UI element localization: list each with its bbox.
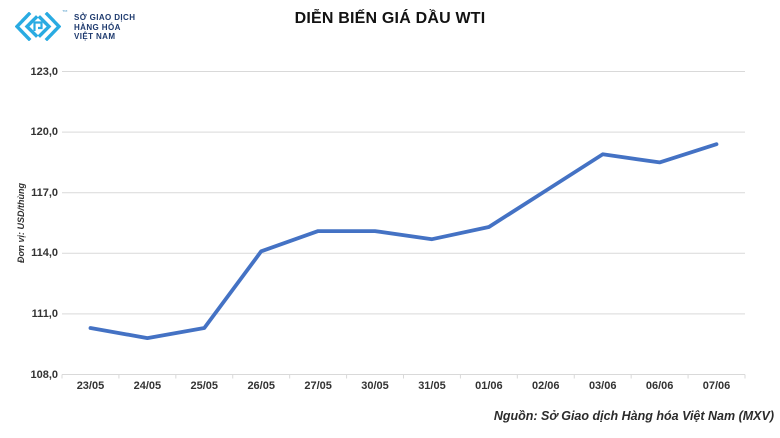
x-tick-label: 25/05	[190, 380, 219, 392]
x-tick-label: 01/06	[475, 380, 503, 392]
x-tick-label: 30/05	[361, 380, 389, 392]
y-tick-label: 117,0	[31, 186, 58, 199]
mxv-logo: ™ SỞ GIAO DỊCH HÀNG HÓA VIỆT NAM	[15, 10, 135, 42]
y-tick-label: 111,0	[31, 307, 58, 320]
x-tick-label: 24/05	[133, 380, 162, 392]
line-chart: Đơn vị: USD/thùng 108,0 111,0 114,0 117,0 12…	[0, 55, 780, 405]
source-note: Nguồn: Sở Giao dịch Hàng hóa Việt Nam (M…	[493, 409, 774, 423]
y-tick-label: 120,0	[30, 126, 58, 139]
trademark-symbol: ™	[62, 10, 68, 16]
logo-line-2: HÀNG HÓA	[74, 22, 121, 32]
logo-line-3: VIỆT NAM	[74, 32, 116, 41]
x-tick-label: 02/06	[532, 380, 560, 392]
x-tick-label: 26/05	[247, 380, 275, 392]
x-tick-label: 03/06	[588, 380, 617, 392]
mxv-chevron-logo-icon	[15, 12, 61, 41]
line-chart-svg	[61, 71, 746, 379]
x-tick-label: 07/06	[702, 380, 731, 392]
y-tick-label: 123,0	[30, 65, 58, 78]
logo-text: SỞ GIAO DỊCH HÀNG HÓA VIỆT NAM	[74, 13, 135, 42]
x-tick-label: 31/05	[418, 380, 446, 392]
y-tick-label: 108,0	[30, 368, 58, 381]
x-tick-label: 27/05	[304, 380, 332, 392]
logo-line-1: SỞ GIAO DỊCH	[74, 13, 136, 22]
y-tick-label: 114,0	[31, 247, 58, 260]
chart-title: DIỄN BIẾN GIÁ DẦU WTI	[294, 10, 486, 27]
x-tick-label: 23/05	[76, 380, 105, 392]
y-axis-title: Đơn vị: USD/thùng	[16, 182, 26, 264]
x-tick-label: 06/06	[645, 380, 674, 392]
price-line-series	[88, 142, 719, 341]
